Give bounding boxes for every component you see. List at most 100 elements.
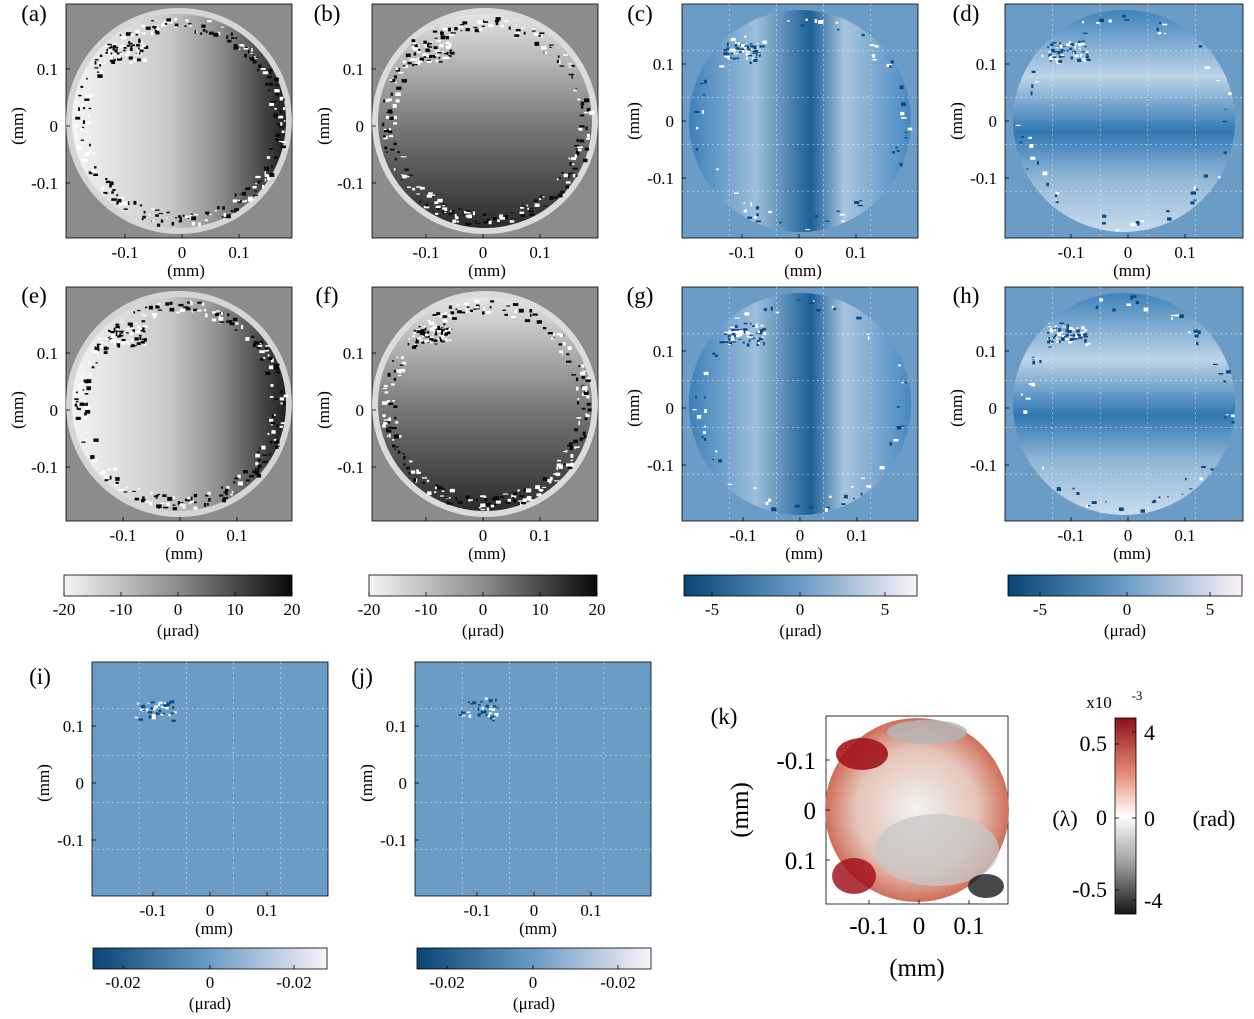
speckle [386,428,388,433]
speckle [444,312,447,315]
speckle [411,39,416,43]
speckle [1055,199,1058,202]
speckle [449,51,454,55]
speckle [226,486,230,490]
speckle [387,98,392,101]
speckle [397,450,401,454]
speckle [1065,338,1070,341]
speckle [248,196,253,201]
speckle [433,339,438,342]
speckle [584,417,588,420]
speckle [279,122,283,126]
speckle [141,499,146,503]
speckle [544,51,547,55]
speckle [555,472,561,476]
speckle [487,714,490,718]
speckle [257,68,259,72]
speckle [138,40,141,44]
speckle [573,173,576,178]
speckle [160,714,164,716]
speckle [548,44,554,46]
y-tick-label: 0 [989,112,998,131]
x-axis-label: (mm) [1113,261,1151,280]
speckle [238,48,241,50]
speckle [485,704,489,708]
speckle [1078,47,1081,50]
speckle [727,335,730,338]
speckle [276,370,280,374]
speckle [1068,341,1072,344]
speckle [434,491,437,493]
y-tick-label: -0.1 [647,169,674,188]
speckle [182,506,187,509]
speckle [711,459,715,461]
speckle [419,57,424,61]
speckle [428,192,433,195]
speckle [512,492,517,496]
speckle [751,50,756,54]
speckle [808,506,814,509]
panel-k-dark-patch [968,874,1004,898]
speckle [111,44,117,46]
speckle [206,503,209,506]
speckle [435,54,440,57]
speckle [1108,19,1112,23]
speckle [1197,330,1201,335]
speckle [1055,334,1058,336]
speckle [78,94,82,97]
speckle [1143,307,1149,312]
speckle [1058,328,1061,332]
speckle [106,342,109,346]
speckle [274,414,276,417]
speckle [450,32,456,34]
speckle [818,20,824,24]
speckle [117,344,121,348]
speckle [125,332,129,334]
speckle [856,316,862,320]
speckle [205,211,210,215]
speckle [575,377,579,382]
speckle [101,186,105,191]
y-tick-label: 0.1 [386,717,407,736]
speckle [740,333,743,337]
speckle [466,214,472,219]
speckle [580,105,584,109]
speckle [108,57,113,61]
speckle [110,338,115,343]
colorbar-left-tick: 0.5 [1080,731,1108,756]
speckle [94,346,97,348]
speckle [729,330,732,334]
speckle [1062,44,1065,46]
speckle [134,345,137,347]
speckle [786,20,790,22]
speckle [734,317,740,319]
speckle [97,357,100,359]
speckle [252,186,257,189]
panel-h-artefact [1047,323,1091,347]
speckle [396,369,401,373]
speckle [205,30,208,34]
y-tick-label: -0.1 [337,174,364,193]
speckle [1065,329,1068,333]
speckle [118,45,123,48]
speckle [1193,199,1197,201]
speckle [495,500,501,504]
speckle [175,311,181,314]
speckle [104,475,110,479]
speckle [413,345,418,347]
speckle [750,333,753,335]
speckle [487,218,490,222]
speckle [429,340,433,344]
speckle [414,58,418,62]
speckle [139,204,143,207]
speckle [114,58,116,61]
speckle [489,716,494,720]
speckle [566,353,570,356]
speckle [115,56,117,59]
speckle [407,56,410,59]
speckle [762,40,767,44]
speckle [217,206,220,210]
speckle [133,200,137,205]
speckle [215,313,220,317]
speckle [439,329,444,332]
